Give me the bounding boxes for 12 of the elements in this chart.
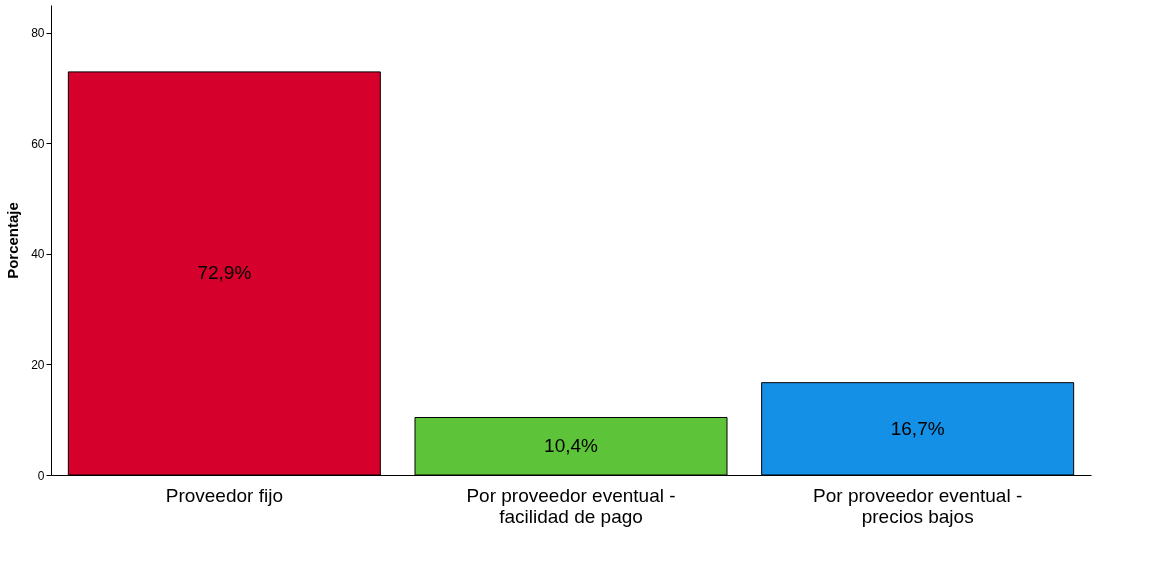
data-label: 72,9% <box>197 262 252 284</box>
data-label: 10,4% <box>544 435 599 457</box>
y-tick-label: 60 <box>31 136 45 151</box>
x-tick-label: Por proveedor eventual - facilidad de pago <box>466 485 676 527</box>
y-axis-title: Porcentaje <box>4 202 22 279</box>
data-label: 16,7% <box>890 417 945 439</box>
y-tick-label: 80 <box>31 26 45 41</box>
y-tick-label: 40 <box>31 247 45 262</box>
y-tick-label: 20 <box>31 357 45 372</box>
y-tick-label: 0 <box>37 468 45 483</box>
x-tick-label: Por proveedor eventual - precios bajos <box>813 485 1023 527</box>
x-tick-label: Proveedor fijo <box>165 485 283 506</box>
